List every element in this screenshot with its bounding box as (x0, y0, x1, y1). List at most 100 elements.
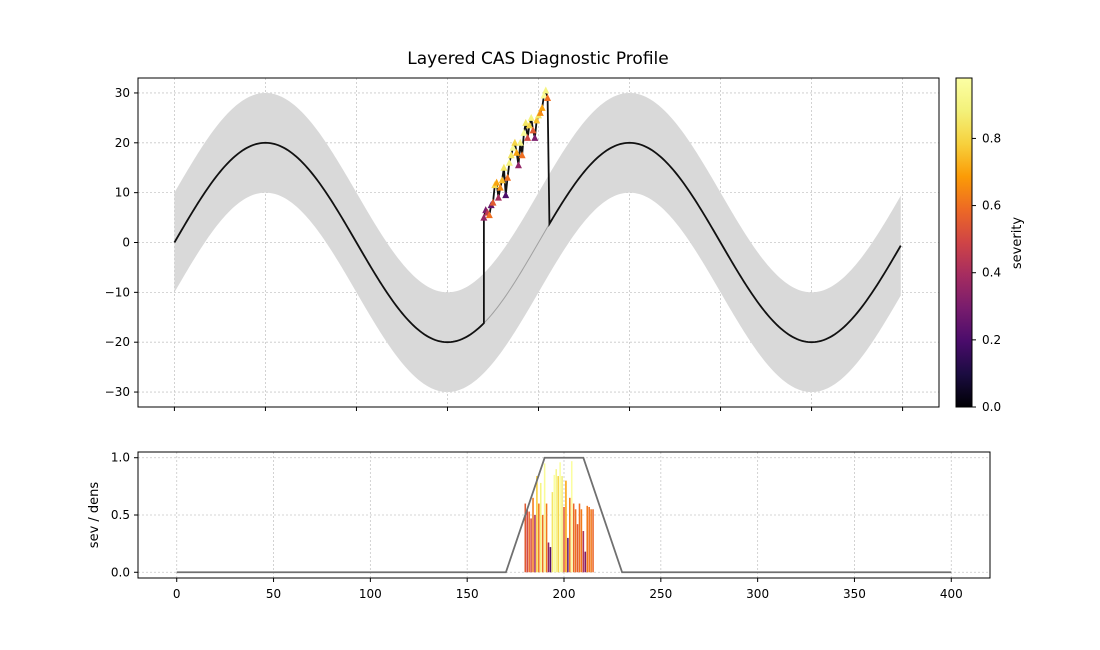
top-y-tick-label: 20 (115, 136, 130, 150)
severity-bar (569, 497, 571, 573)
anomaly-markers (480, 86, 552, 221)
anomaly-marker (516, 138, 524, 146)
anomaly-marker (504, 173, 512, 181)
severity-bar (563, 506, 565, 573)
top-plot: 30 20 10 0 −10 −20 −30 (105, 77, 940, 411)
bottom-x-tick-label: 350 (843, 587, 866, 601)
severity-bar (559, 462, 561, 573)
severity-bar (547, 542, 550, 573)
severity-bar (586, 505, 589, 573)
anomaly-marker (505, 158, 513, 166)
bottom-y-axis-label: sev / dens (87, 482, 102, 549)
top-x-ticks (173, 407, 904, 411)
anomaly-marker (527, 113, 535, 121)
colorbar-tick-label: 0.4 (982, 266, 1001, 280)
bottom-y-ticks: 1.0 0.5 0.0 (111, 451, 138, 579)
top-y-tick-label: 30 (115, 86, 130, 100)
bottom-x-tick-label: 100 (359, 587, 382, 601)
severity-bar (551, 492, 554, 573)
anomaly-marker (536, 108, 544, 116)
anomaly-marker (529, 126, 537, 134)
anomaly-marker (544, 93, 552, 101)
bottom-x-tick-label: 0 (173, 587, 181, 601)
anomaly-marker (507, 151, 515, 159)
top-y-tick-label: −30 (105, 385, 130, 399)
colorbar-tick-label: 0.2 (982, 333, 1001, 347)
bottom-y-tick-label: 0.5 (111, 508, 130, 522)
anomaly-marker (511, 138, 519, 146)
top-y-ticks: 30 20 10 0 −10 −20 −30 (105, 86, 138, 399)
severity-bar (582, 531, 585, 573)
anomaly-marker (513, 148, 521, 156)
bottom-y-tick-label: 1.0 (111, 451, 130, 465)
bottom-x-ticks: 0 50 100 150 200 250 300 350 400 (173, 578, 963, 601)
colorbar: 0.0 0.2 0.4 0.6 0.8 severity (955, 77, 1025, 414)
severity-bar (555, 469, 558, 573)
bottom-plot: 1.0 0.5 0.0 0 50 100 150 200 250 300 350 400 sev /… (87, 451, 991, 601)
top-y-tick-label: −10 (105, 285, 130, 299)
bottom-x-tick-label: 250 (649, 587, 672, 601)
anomaly-marker (494, 193, 502, 201)
colorbar-tick-label: 0.8 (982, 131, 1001, 145)
anomaly-marker (531, 133, 539, 141)
anomaly-marker (522, 118, 530, 126)
severity-bar (549, 547, 552, 573)
anomaly-marker (518, 151, 526, 159)
anomaly-marker (542, 86, 550, 94)
anomaly-marker (525, 121, 533, 129)
anomaly-marker (533, 116, 541, 124)
severity-bar (578, 503, 581, 573)
severity-bar (539, 482, 542, 573)
colorbar-tick-label: 0.6 (982, 199, 1001, 213)
anomaly-marker (514, 161, 522, 169)
anomaly-marker (520, 128, 528, 136)
anomaly-marker (540, 91, 548, 99)
anomaly-marker (502, 191, 510, 199)
severity-bar (565, 480, 567, 573)
severity-bar (557, 476, 559, 573)
colorbar-label: severity (1010, 217, 1025, 270)
severity-bar (543, 463, 546, 573)
anomaly-marker (498, 176, 506, 184)
colorbar-gradient (956, 78, 972, 407)
baseline-continuation-line (483, 223, 550, 324)
severity-bar (541, 515, 544, 573)
bottom-x-tick-label: 400 (940, 587, 963, 601)
anomaly-marker (480, 213, 488, 221)
anomaly-marker (496, 183, 504, 191)
severity-bar (590, 509, 592, 573)
anomaly-marker (500, 163, 508, 171)
severity-bar (584, 551, 587, 573)
bottom-y-tick-label: 0.0 (111, 565, 130, 579)
severity-bar (526, 509, 528, 573)
severity-bar (524, 503, 527, 573)
anomaly-marker (538, 103, 546, 111)
severity-bar (567, 537, 569, 573)
severity-bar (572, 503, 575, 573)
severity-bars (524, 461, 594, 573)
top-y-tick-label: −20 (105, 335, 130, 349)
density-line (176, 456, 952, 574)
bottom-x-tick-label: 200 (553, 587, 576, 601)
top-y-tick-label: 10 (115, 186, 130, 200)
severity-bar (545, 503, 548, 573)
bottom-x-tick-label: 50 (266, 587, 281, 601)
anomaly-marker (485, 211, 493, 219)
severity-bar (530, 518, 532, 573)
colorbar-ticks: 0.0 0.2 0.4 0.6 0.8 (972, 131, 1001, 414)
top-y-tick-label: 0 (122, 236, 130, 250)
severity-bar (538, 503, 540, 573)
severity-bar (536, 476, 538, 573)
severity-bar (580, 509, 583, 573)
severity-bar (528, 511, 530, 573)
anomaly-marker (509, 143, 517, 151)
anomaly-marker (493, 178, 501, 186)
severity-bar (592, 509, 594, 573)
confidence-band (174, 92, 901, 393)
severity-bar (576, 524, 579, 573)
severity-bar (532, 497, 534, 573)
severity-bar (534, 515, 536, 573)
severity-bar (574, 509, 577, 573)
bottom-x-tick-label: 300 (746, 587, 769, 601)
